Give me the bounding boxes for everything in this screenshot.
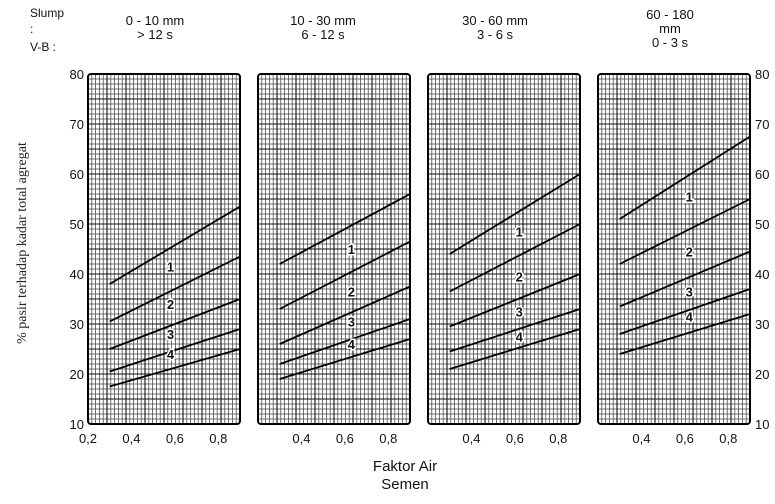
y-tick-label-right: 30 (755, 317, 769, 332)
series-line-5 (279, 338, 411, 380)
x-tick-label: 0,6 (336, 431, 354, 446)
x-tick-label: 0,6 (506, 431, 524, 446)
x-tick-label: 0,6 (676, 431, 694, 446)
curve-label-4: 4 (516, 330, 524, 345)
grid-major (88, 74, 240, 424)
y-tick-label-left: 20 (70, 367, 84, 382)
curve-label-1: 1 (167, 260, 174, 275)
series-line-5 (449, 328, 581, 370)
curve-label-4: 4 (686, 310, 694, 325)
series-line-4 (109, 328, 241, 373)
panel-frame (87, 73, 241, 425)
series-line-3 (619, 250, 751, 308)
series-line-4 (449, 308, 581, 353)
curve-label-2: 2 (348, 285, 355, 300)
y-tick-label-left: 80 (70, 67, 84, 82)
series-line-2 (109, 255, 241, 323)
panel-frame (597, 73, 751, 425)
x-tick-label: 0,8 (549, 431, 567, 446)
panel-frame (427, 73, 581, 425)
curve-label-2: 2 (167, 297, 174, 312)
curve-label-2: 2 (686, 245, 693, 260)
series-line-1 (279, 193, 411, 265)
y-tick-label-left: 10 (70, 417, 84, 432)
slump-label: Slump (30, 6, 65, 20)
y-tick-label-right: 60 (755, 167, 769, 182)
x-tick-label: 0,2 (79, 431, 97, 446)
curve-label-4: 4 (348, 337, 356, 352)
series-line-1 (109, 205, 241, 285)
y-tick-label-left: 30 (70, 317, 84, 332)
series-line-1 (619, 135, 751, 220)
x-tick-label: 0,8 (209, 431, 227, 446)
curve-label-3: 3 (516, 305, 523, 320)
slump-colon: : (30, 22, 34, 36)
y-tick-label-left: 70 (70, 117, 84, 132)
series-line-2 (449, 223, 581, 293)
curve-label-2: 2 (516, 270, 523, 285)
curve-label-1: 1 (516, 225, 523, 240)
x-tick-label: 0,4 (292, 431, 310, 446)
series-line-1 (449, 173, 581, 255)
curve-label-1: 1 (686, 190, 693, 205)
y-tick-label-left: 40 (70, 267, 84, 282)
panel-header-2: 10 - 30 mm 6 - 12 s (290, 13, 356, 42)
series-line-3 (449, 273, 581, 328)
curve-label-3: 3 (348, 315, 355, 330)
series-line-5 (619, 313, 751, 355)
x-tick-label: 0,4 (462, 431, 480, 446)
grid-major (258, 74, 410, 424)
grid-major (598, 74, 750, 424)
y-tick-label-right: 70 (755, 117, 769, 132)
vb-label: V-B : (30, 40, 57, 54)
x-tick-label: 0,4 (632, 431, 650, 446)
x-tick-label: 0,8 (379, 431, 397, 446)
series-line-3 (279, 285, 411, 345)
y-tick-label-right: 80 (755, 67, 769, 82)
panel-header-3: 30 - 60 mm 3 - 6 s (462, 13, 528, 42)
series-line-2 (279, 240, 411, 310)
series-line-5 (109, 348, 241, 388)
y-tick-label-left: 60 (70, 167, 84, 182)
series-line-3 (109, 298, 241, 350)
panel-header-4: 60 - 180 mm 0 - 3 s (646, 7, 694, 50)
y-tick-label-right: 40 (755, 267, 769, 282)
y-tick-label-right: 50 (755, 217, 769, 232)
y-tick-label-right: 20 (755, 367, 769, 382)
panel-frame (257, 73, 411, 425)
series-line-2 (619, 198, 751, 265)
y-tick-label-right: 10 (755, 417, 769, 432)
y-tick-label-left: 50 (70, 217, 84, 232)
x-tick-label: 0,8 (719, 431, 737, 446)
curve-label-1: 1 (348, 242, 355, 257)
x-tick-label: 0,4 (122, 431, 140, 446)
grid-major (428, 74, 580, 424)
panel-header-1: 0 - 10 mm > 12 s (125, 13, 185, 42)
curve-label-3: 3 (167, 327, 174, 342)
x-tick-label: 0,6 (166, 431, 184, 446)
series-line-4 (619, 288, 751, 335)
series-line-4 (279, 318, 411, 365)
curve-label-3: 3 (686, 285, 693, 300)
x-axis-label: Faktor Air Semen (372, 458, 438, 493)
curve-label-4: 4 (167, 347, 175, 362)
